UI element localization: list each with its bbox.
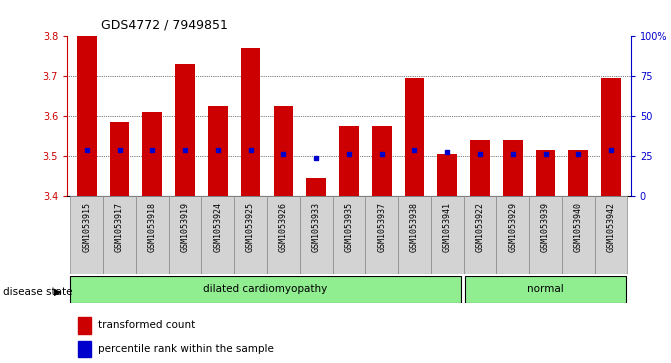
Text: GSM1053937: GSM1053937 <box>377 202 386 252</box>
Bar <box>267 196 300 274</box>
Text: GSM1053935: GSM1053935 <box>344 202 354 252</box>
Bar <box>465 277 626 303</box>
Text: GSM1053915: GSM1053915 <box>83 202 91 252</box>
Bar <box>470 140 490 196</box>
Bar <box>142 112 162 196</box>
Text: GSM1053941: GSM1053941 <box>443 202 452 252</box>
Bar <box>300 196 333 274</box>
Bar <box>464 196 497 274</box>
Bar <box>175 64 195 196</box>
Text: GSM1053922: GSM1053922 <box>476 202 484 252</box>
Bar <box>601 78 621 196</box>
Bar <box>136 196 168 274</box>
Text: GDS4772 / 7949851: GDS4772 / 7949851 <box>101 18 227 31</box>
Text: GSM1053926: GSM1053926 <box>279 202 288 252</box>
Bar <box>307 178 326 196</box>
Bar <box>497 196 529 274</box>
Bar <box>437 154 457 196</box>
Text: disease state: disease state <box>3 287 73 297</box>
Bar <box>405 78 424 196</box>
Bar <box>365 196 398 274</box>
Text: GSM1053918: GSM1053918 <box>148 202 157 252</box>
Bar <box>503 140 523 196</box>
Bar <box>168 196 201 274</box>
Text: transformed count: transformed count <box>98 321 195 330</box>
Bar <box>79 317 91 334</box>
Text: percentile rank within the sample: percentile rank within the sample <box>98 344 274 354</box>
Bar <box>241 48 260 196</box>
Text: GSM1053942: GSM1053942 <box>607 202 615 252</box>
Bar <box>70 277 461 303</box>
Text: GSM1053933: GSM1053933 <box>311 202 321 252</box>
Text: dilated cardiomyopathy: dilated cardiomyopathy <box>203 285 327 294</box>
Bar <box>70 196 103 274</box>
Bar <box>568 150 588 196</box>
Bar <box>529 196 562 274</box>
Bar <box>79 340 91 357</box>
Bar <box>208 106 227 196</box>
Text: GSM1053938: GSM1053938 <box>410 202 419 252</box>
Text: ▶: ▶ <box>54 287 62 297</box>
Bar <box>372 126 391 196</box>
Text: GSM1053924: GSM1053924 <box>213 202 222 252</box>
Text: normal: normal <box>527 285 564 294</box>
Bar <box>595 196 627 274</box>
Bar <box>201 196 234 274</box>
Bar <box>431 196 464 274</box>
Bar <box>333 196 365 274</box>
Text: GSM1053919: GSM1053919 <box>180 202 190 252</box>
Bar <box>562 196 595 274</box>
Text: GSM1053929: GSM1053929 <box>508 202 517 252</box>
Bar <box>398 196 431 274</box>
Bar <box>535 150 556 196</box>
Bar <box>274 106 293 196</box>
Text: GSM1053940: GSM1053940 <box>574 202 583 252</box>
Bar <box>109 122 130 196</box>
Bar <box>77 36 97 196</box>
Bar <box>339 126 359 196</box>
Bar <box>103 196 136 274</box>
Text: GSM1053917: GSM1053917 <box>115 202 124 252</box>
Bar <box>234 196 267 274</box>
Text: GSM1053939: GSM1053939 <box>541 202 550 252</box>
Text: GSM1053925: GSM1053925 <box>246 202 255 252</box>
